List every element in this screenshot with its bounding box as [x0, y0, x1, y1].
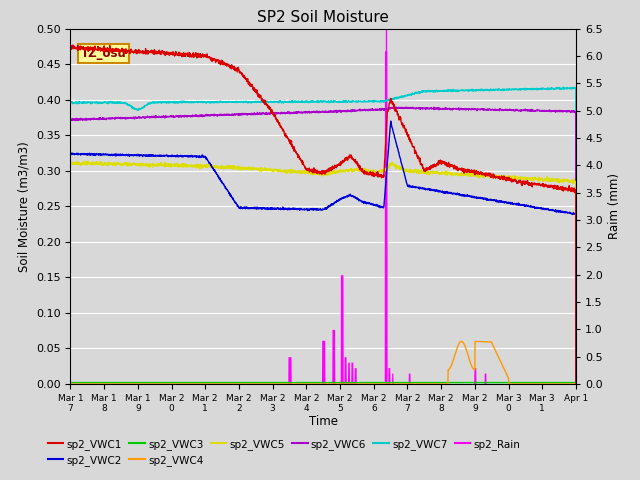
Title: SP2 Soil Moisture: SP2 Soil Moisture	[257, 10, 389, 25]
Y-axis label: Raim (mm): Raim (mm)	[609, 173, 621, 240]
X-axis label: Time: Time	[308, 415, 338, 428]
Text: TZ_osu: TZ_osu	[81, 47, 126, 60]
Y-axis label: Soil Moisture (m3/m3): Soil Moisture (m3/m3)	[17, 141, 30, 272]
Legend: sp2_VWC1, sp2_VWC2, sp2_VWC3, sp2_VWC4, sp2_VWC5, sp2_VWC6, sp2_VWC7, sp2_Rain: sp2_VWC1, sp2_VWC2, sp2_VWC3, sp2_VWC4, …	[44, 434, 525, 470]
